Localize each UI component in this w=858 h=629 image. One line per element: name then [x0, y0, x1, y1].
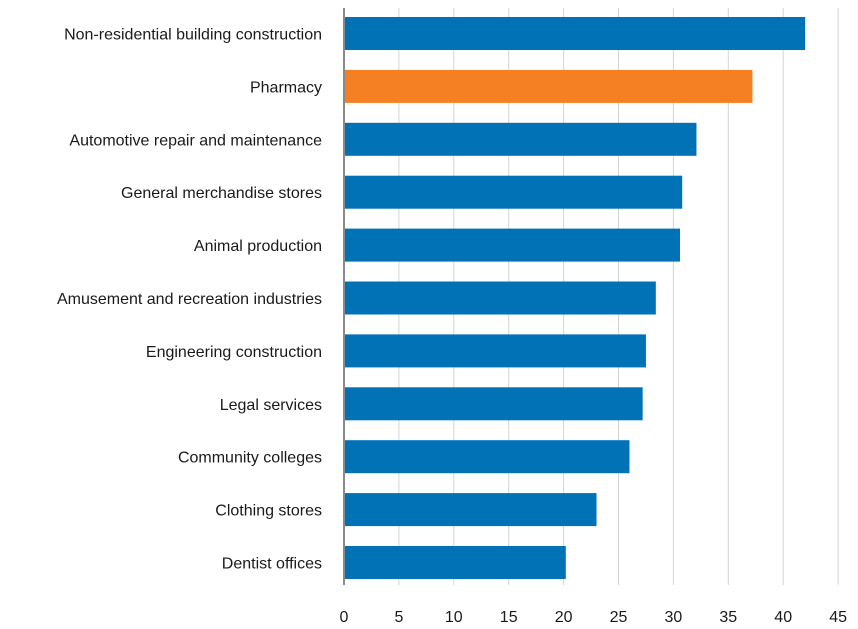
x-tick-label: 0: [340, 609, 349, 626]
x-tick-label: 45: [829, 609, 847, 626]
x-tick-label: 10: [445, 609, 463, 626]
category-labels: Non-residential building construction Pha…: [57, 27, 322, 573]
category-label: Non-residential building construction: [64, 27, 322, 44]
bar: [344, 17, 806, 50]
bar: [344, 228, 680, 262]
bar: [344, 440, 630, 474]
bar: [344, 546, 566, 579]
x-tick-label: 35: [719, 609, 737, 626]
category-label: Legal services: [220, 397, 322, 414]
x-tick-label: 30: [665, 609, 683, 626]
bar: [344, 175, 683, 209]
bar: [344, 281, 656, 315]
x-tick-label: 25: [610, 609, 628, 626]
x-tick-labels: 0 5 10 15 20 25 30 35 40 45: [340, 609, 848, 626]
category-label: Clothing stores: [215, 503, 322, 520]
category-label: General merchandise stores: [121, 185, 322, 202]
x-tick-label: 40: [774, 609, 792, 626]
x-tick-label: 5: [394, 609, 403, 626]
category-label: Amusement and recreation industries: [57, 291, 322, 308]
bar: [344, 493, 597, 527]
bar: [344, 122, 697, 156]
bar: [344, 69, 753, 103]
category-label: Animal production: [194, 238, 322, 255]
category-label: Pharmacy: [250, 79, 322, 96]
category-label: Automotive repair and maintenance: [69, 132, 322, 149]
category-label: Engineering construction: [146, 344, 322, 361]
bar: [344, 334, 646, 368]
bars: [344, 17, 806, 579]
category-label: Dentist offices: [222, 556, 322, 573]
category-label: Community colleges: [178, 450, 322, 467]
x-tick-label: 20: [555, 609, 573, 626]
x-tick-label: 15: [500, 609, 518, 626]
bar: [344, 387, 643, 421]
